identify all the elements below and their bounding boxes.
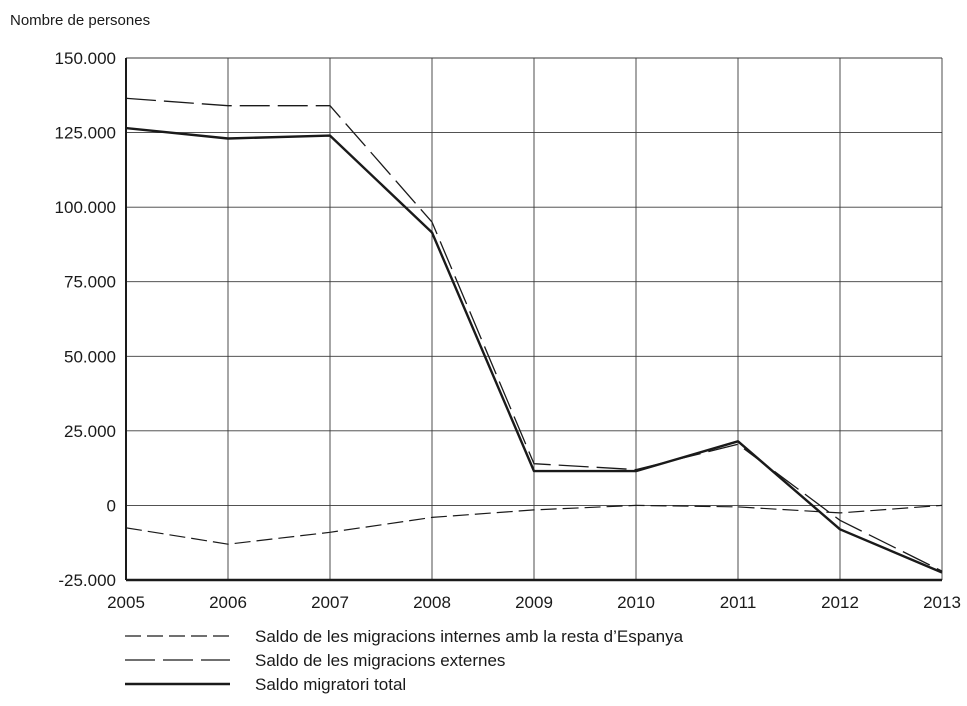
series-line-3 xyxy=(125,126,943,574)
grid xyxy=(125,57,943,581)
x-tick-label: 2006 xyxy=(209,593,247,612)
x-tick-label: 2005 xyxy=(107,593,145,612)
legend-label-1: Saldo de les migracions internes amb la … xyxy=(255,627,684,646)
series-line-2 xyxy=(125,97,943,572)
x-tick-label: 2013 xyxy=(923,593,961,612)
y-tick-label: 50.000 xyxy=(64,347,116,366)
legend: Saldo de les migracions internes amb la … xyxy=(125,627,684,694)
x-tick-label: 2008 xyxy=(413,593,451,612)
x-tick-label: 2010 xyxy=(617,593,655,612)
x-tick-label: 2012 xyxy=(821,593,859,612)
y-tick-label: 100.000 xyxy=(55,198,116,217)
y-tick-label: -25.000 xyxy=(58,571,116,590)
legend-label-3: Saldo migratori total xyxy=(255,675,406,694)
y-tick-label: 75.000 xyxy=(64,273,116,292)
x-tick-label: 2009 xyxy=(515,593,553,612)
x-tick-label: 2011 xyxy=(720,593,757,612)
y-tick-labels: -25.000 0 25.000 50.000 75.000 100.000 125.000… xyxy=(55,49,116,590)
series-line-1 xyxy=(125,504,943,545)
y-tick-label: 0 xyxy=(107,496,116,515)
y-tick-label: 25.000 xyxy=(64,422,116,441)
x-tick-label: 2007 xyxy=(311,593,349,612)
y-axis-title: Nombre de persones xyxy=(10,12,150,29)
y-tick-label: 125.000 xyxy=(55,124,116,143)
x-tick-labels: 2005 2006 2007 2008 2009 2010 2011 2012 2013 xyxy=(107,593,961,612)
y-tick-label: 150.000 xyxy=(55,49,116,68)
axes xyxy=(125,58,942,582)
series-lines xyxy=(125,97,943,574)
legend-label-2: Saldo de les migracions externes xyxy=(255,651,505,670)
